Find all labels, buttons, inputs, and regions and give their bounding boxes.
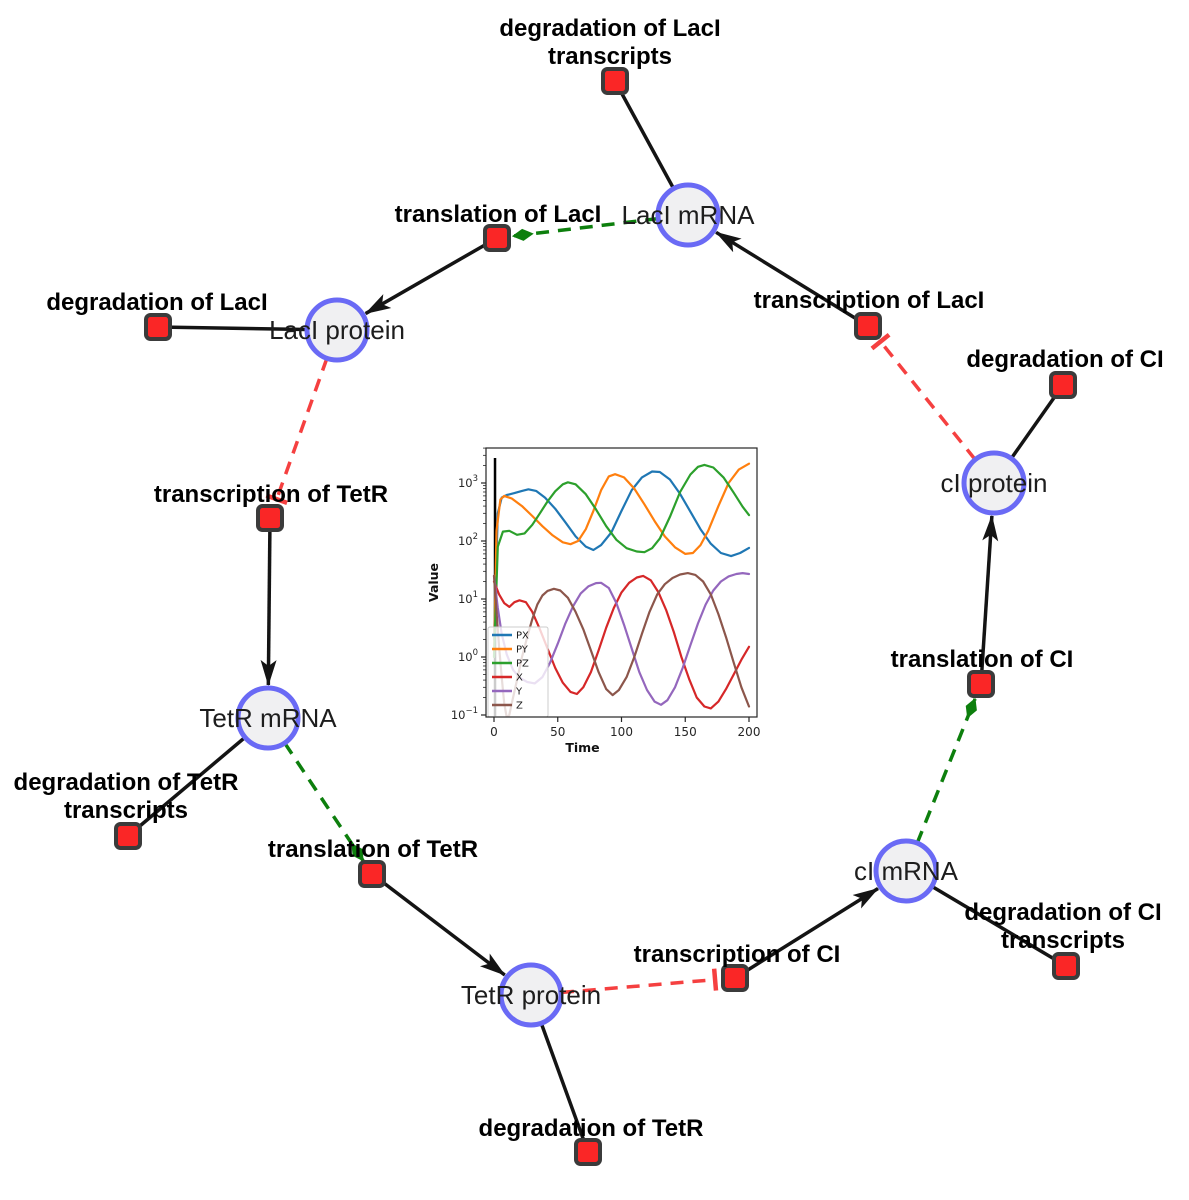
reaction-label-r_tx_tetr: transcription of TetR <box>154 481 388 508</box>
x-tick-label: 0 <box>490 725 498 739</box>
edge-production-r_transl_laci-to-laci_protein <box>364 242 488 316</box>
species-node-ci_mrna <box>873 838 939 904</box>
reaction-nodes-layer <box>114 67 1080 1166</box>
axes-frame <box>485 447 758 718</box>
reaction-node-r_deg_laci_tx <box>601 67 629 95</box>
species-label-tetr_mrna: TetR mRNA <box>199 703 337 733</box>
y-axis-label: Value <box>426 563 441 602</box>
reaction-node-r_tx_ci <box>721 964 749 992</box>
reaction-label-r_deg_laci_tx: degradation of LacI <box>499 15 720 42</box>
species-label-ci_mrna: cI mRNA <box>854 856 959 886</box>
y-tick-label: 101 <box>458 590 478 606</box>
reaction-label-r_transl_laci: translation of LacI <box>395 201 602 228</box>
reaction-node-r_deg_tetr_tx <box>114 822 142 850</box>
reaction-node-r_transl_tetr <box>358 860 386 888</box>
series-X <box>492 574 751 710</box>
x-tick-label: 100 <box>610 725 633 739</box>
labels-layer: LacI mRNA LacI protein TetR mRNA TetR prote… <box>14 15 1164 1142</box>
reaction-label-r_deg_ci: degradation of CI <box>966 346 1163 373</box>
reaction-label-r_deg_ci_tx: degradation of CI <box>964 899 1161 926</box>
reaction-node-r_deg_ci_tx <box>1052 952 1080 980</box>
reaction-label-r_transl_ci: translation of CI <box>891 646 1074 673</box>
chart-legend: PX PY PZ XYZ <box>487 626 549 718</box>
reaction-label-r_deg_tetr_tx: degradation of TetR <box>14 769 239 796</box>
species-nodes-layer <box>235 182 1027 1028</box>
edge-production-r_tx_ci-to-ci_mrna <box>744 887 879 974</box>
reaction-label-r_tx_ci: transcription of CI <box>634 941 841 968</box>
edge-modifier-tetr_mrna-to-r_transl_tetr <box>283 741 365 862</box>
y-tick-label: 103 <box>458 474 478 490</box>
reaction-node-r_tx_tetr <box>256 504 284 532</box>
series-PY <box>492 462 751 659</box>
reaction-label-r_deg_tetr: degradation of TetR <box>479 1115 704 1142</box>
reaction-label-r_deg_tetr_tx: transcripts <box>64 797 188 824</box>
reaction-label-r_deg_laci_tx: transcripts <box>548 43 672 70</box>
legend-label-PY: PY <box>516 645 529 656</box>
edge-production-r_transl_ci-to-ci_protein <box>980 514 999 673</box>
y-axis: 10−1 100 101 102 103 <box>451 447 486 722</box>
y-tick-label: 100 <box>458 648 478 664</box>
series-PX <box>492 470 751 641</box>
species-node-tetr_protein <box>498 962 564 1028</box>
x-tick-label: 200 <box>738 725 761 739</box>
reaction-label-r_deg_ci_tx: transcripts <box>1001 927 1125 954</box>
species-node-ci_protein <box>961 450 1027 516</box>
reaction-label-r_tx_laci: transcription of LacI <box>754 287 985 314</box>
edge-inhibition-laci_protein-to-r_tx_tetr <box>265 357 329 505</box>
x-axis: 0 50 100 150 200 <box>490 717 760 739</box>
edge-modifier-ci_mrna-to-r_transl_ci <box>915 697 977 844</box>
edge-inhibition-ci_protein-to-r_tx_laci <box>870 332 977 461</box>
species-label-tetr_protein: TetR protein <box>461 980 601 1010</box>
y-tick-label: 10−1 <box>451 706 478 722</box>
reaction-node-r_deg_ci <box>1049 371 1077 399</box>
reaction-node-r_transl_laci <box>483 224 511 252</box>
species-node-laci_protein <box>304 297 370 363</box>
legend-label-PZ: PZ <box>516 659 529 670</box>
reaction-node-r_deg_tetr <box>574 1138 602 1166</box>
reaction-node-r_transl_ci <box>967 670 995 698</box>
legend-label-Z: Z <box>516 701 523 712</box>
legend-label-X: X <box>516 673 523 684</box>
y-tick-label: 102 <box>458 532 478 548</box>
x-tick-label: 50 <box>550 725 565 739</box>
reaction-node-r_tx_laci <box>854 312 882 340</box>
reaction-node-r_deg_laci <box>144 313 172 341</box>
edge-inhibition-tetr_protein-to-r_tx_ci <box>560 968 719 995</box>
series-PZ <box>492 463 751 659</box>
species-label-laci_protein: LacI protein <box>269 315 405 345</box>
species-node-laci_mrna <box>655 182 721 248</box>
x-axis-label: Time <box>565 740 599 755</box>
reaction-label-r_transl_tetr: translation of TetR <box>268 836 478 863</box>
edge-modifier-laci_mrna-to-r_transl_laci <box>511 216 659 241</box>
legend-label-Y: Y <box>515 687 523 698</box>
reaction-label-r_deg_laci: degradation of LacI <box>46 289 267 316</box>
species-node-tetr_mrna <box>235 685 301 751</box>
species-label-ci_protein: cI protein <box>941 468 1048 498</box>
x-tick-label: 150 <box>674 725 697 739</box>
edge-production-r_tx_laci-to-laci_mrna <box>715 230 859 322</box>
legend-label-PX: PX <box>516 631 529 642</box>
edge-production-r_transl_tetr-to-tetr_protein <box>380 879 506 977</box>
edge-production-r_tx_tetr-to-tetr_mrna <box>260 529 277 687</box>
species-label-laci_mrna: LacI mRNA <box>622 200 756 230</box>
